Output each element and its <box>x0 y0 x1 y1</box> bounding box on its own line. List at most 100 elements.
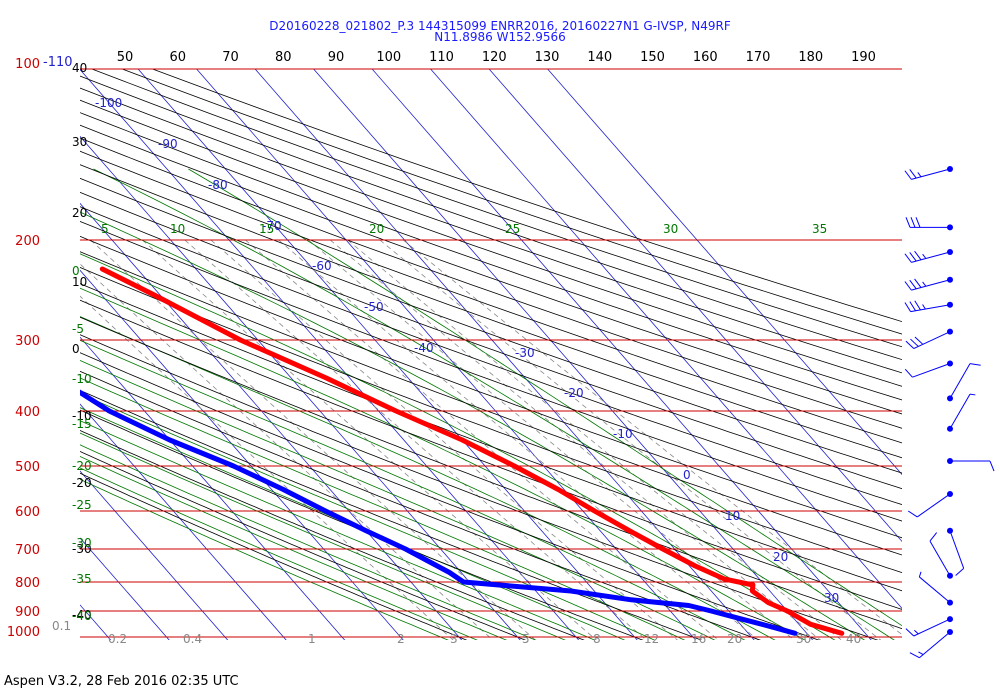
wind-barb-staff <box>949 363 971 399</box>
isotherm-label: -40 <box>414 341 434 355</box>
moist-adiabat-label: 10 <box>170 222 185 236</box>
top-temperature-label: 80 <box>275 50 292 65</box>
theta-label: -10 <box>72 409 92 423</box>
pressure-label: 700 <box>15 543 40 558</box>
mixing-ratio-line <box>80 295 454 640</box>
mixing-ratio-line <box>379 239 882 640</box>
pressure-label-extra: -110 <box>43 55 73 70</box>
isotherm-label: -10 <box>613 427 633 441</box>
top-temperature-label: 100 <box>376 50 401 65</box>
wind-barb-half-feather <box>969 393 976 396</box>
moist-adiabat-left-label: -5 <box>72 322 84 336</box>
mixing-ratio-label: 2 <box>397 632 405 646</box>
wind-barb-feather <box>909 652 920 659</box>
moist-adiabat-line <box>188 168 902 627</box>
top-temperature-label: 180 <box>798 50 823 65</box>
wind-barb-feather <box>904 302 912 312</box>
wind-barb-feather <box>910 217 916 228</box>
isotherm-label: -90 <box>158 137 178 151</box>
dewpoint-profile <box>80 389 798 636</box>
moist-adiabat-label: 25 <box>505 222 520 236</box>
top-temperature-label: 60 <box>169 50 186 65</box>
wind-barb-feather <box>914 278 922 288</box>
mixing-ratio-label: 0.2 <box>108 632 127 646</box>
wind-barb-feather <box>909 279 917 290</box>
wind-barb-half-feather <box>922 281 927 287</box>
wind-barb-feather <box>969 363 981 366</box>
mixing-ratio-label: 3 <box>450 632 458 646</box>
moist-adiabat-left-label: 0 <box>72 264 80 278</box>
chart-title-line2: N11.8986 W152.9566 <box>434 30 566 44</box>
wind-barb-staff <box>913 618 951 637</box>
pressure-label: 500 <box>15 460 40 475</box>
wind-barb-half-feather <box>918 571 922 578</box>
isotherm-label: -70 <box>262 219 282 233</box>
wind-barb-staff <box>929 540 951 576</box>
mixing-ratio-label: 5 <box>522 632 530 646</box>
dry-adiabat-line <box>80 472 468 640</box>
wind-barb-half-feather <box>922 304 926 310</box>
theta-label: -30 <box>72 542 92 556</box>
wind-barb-feather <box>905 217 911 228</box>
moist-adiabat-label: 30 <box>663 222 678 236</box>
dry-adiabat-line <box>80 409 644 640</box>
isotherm-label: -60 <box>312 259 332 273</box>
dry-adiabat-line <box>80 352 820 640</box>
isotherm-label: -30 <box>515 346 535 360</box>
top-temperature-label: 140 <box>587 50 612 65</box>
theta-label: -20 <box>72 476 92 490</box>
dry-adiabat-line <box>152 68 902 323</box>
moist-adiabat-label: 35 <box>812 222 827 236</box>
mixing-ratio-label: 30 <box>796 632 811 646</box>
mixing-ratio-label: 20 <box>727 632 742 646</box>
moist-adiabat-label: 20 <box>369 222 384 236</box>
wind-barb-staff <box>911 251 951 263</box>
isotherm-line <box>0 69 60 649</box>
wind-barb-feather <box>904 368 913 378</box>
wind-barbs <box>904 166 995 659</box>
theta-label: 10 <box>72 275 87 289</box>
wind-barb-staff <box>912 363 951 378</box>
mixing-ratio-label: 1 <box>308 632 316 646</box>
wind-barb-half-feather <box>922 253 927 259</box>
pressure-label: 800 <box>15 576 40 591</box>
moist-adiabat-left-label: -40 <box>72 609 92 623</box>
dry-adiabat-line <box>80 164 902 459</box>
theta-label: 20 <box>72 206 87 220</box>
wind-barb-feather <box>904 170 912 180</box>
dry-adiabat-line <box>80 87 902 374</box>
mixing-ratio-line <box>184 239 647 640</box>
dry-adiabat-line <box>80 124 902 415</box>
wind-barb-feather <box>904 281 912 291</box>
dry-adiabat-line <box>80 99 902 387</box>
isotherm-line <box>80 68 580 640</box>
mixing-ratio-line <box>80 263 494 640</box>
moist-adiabat-left-label: -15 <box>72 417 92 431</box>
isotherm-line <box>80 403 287 640</box>
theta-label: 40 <box>72 61 87 75</box>
pressure-label: 600 <box>15 505 40 520</box>
moist-adiabat-label: 5 <box>101 222 109 236</box>
moist-adiabat-line <box>80 211 866 640</box>
dry-adiabat-line <box>80 235 902 539</box>
dry-adiabat-line <box>91 68 902 348</box>
dry-adiabat-line <box>80 206 902 506</box>
wind-barb-feather <box>909 301 916 312</box>
isotherm-line <box>80 537 170 640</box>
dry-adiabat-line <box>80 137 902 429</box>
dry-adiabat-line <box>80 429 585 640</box>
isotherm-label: -20 <box>564 386 584 400</box>
wind-barb-half-feather <box>918 651 924 655</box>
mixing-ratio-line <box>142 239 597 640</box>
dry-adiabat-line <box>80 112 902 401</box>
top-temperature-label: 70 <box>222 50 239 65</box>
top-temperature-label: 130 <box>535 50 560 65</box>
wind-barb-staff <box>910 304 951 313</box>
isotherm-line <box>254 68 755 640</box>
wind-barb-feather <box>915 217 921 228</box>
top-temperature-label: 110 <box>429 50 454 65</box>
isotherm-label: -100 <box>95 96 122 110</box>
isotherm-label: 30 <box>824 591 839 605</box>
pressure-label: 900 <box>15 605 40 620</box>
